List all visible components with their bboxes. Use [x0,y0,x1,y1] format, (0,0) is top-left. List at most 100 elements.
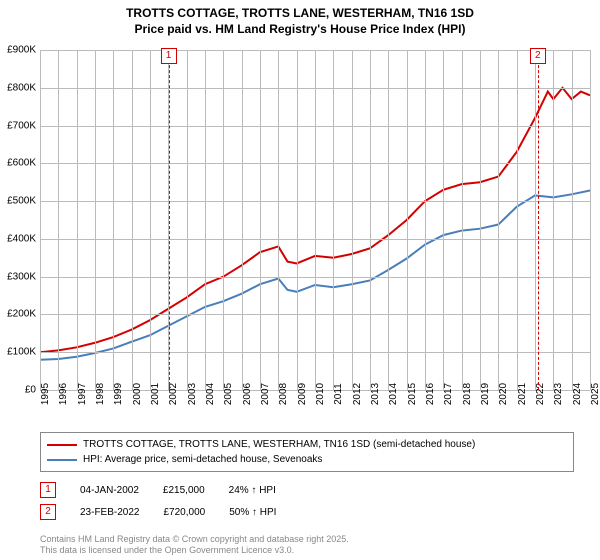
footer: Contains HM Land Registry data © Crown c… [40,534,349,556]
y-axis-label: £0 [25,385,36,396]
legend-label-1: TROTTS COTTAGE, TROTTS LANE, WESTERHAM, … [83,437,475,452]
x-axis-label: 2009 [297,383,308,405]
x-axis-label: 2018 [462,383,473,405]
legend-swatch-1 [47,444,77,446]
y-axis-label: £100K [7,347,36,358]
marker-date-1: 04-JAN-2002 [80,485,139,496]
gridline-v [278,50,279,390]
legend-row-1: TROTTS COTTAGE, TROTTS LANE, WESTERHAM, … [47,437,567,452]
gridline-v [352,50,353,390]
x-axis-label: 2015 [407,383,418,405]
gridline-v [113,50,114,390]
marker-info-row-1: 1 04-JAN-2002 £215,000 24% ↑ HPI [40,482,560,498]
title-line-2: Price paid vs. HM Land Registry's House … [0,22,600,38]
gridline-v [150,50,151,390]
marker-info: 1 04-JAN-2002 £215,000 24% ↑ HPI 2 23-FE… [40,476,560,520]
marker-delta-2: 50% ↑ HPI [229,507,276,518]
x-axis-label: 2007 [260,383,271,405]
gridline-v [425,50,426,390]
x-axis-label: 2013 [370,383,381,405]
gridline-v [95,50,96,390]
y-axis-label: £300K [7,271,36,282]
x-axis-label: 2003 [187,383,198,405]
y-axis-label: £600K [7,158,36,169]
x-axis-label: 1996 [58,383,69,405]
marker-price-2: £720,000 [163,507,205,518]
x-axis-label: 2004 [205,383,216,405]
footer-line-2: This data is licensed under the Open Gov… [40,545,349,556]
gridline-v [77,50,78,390]
chart-plot-area: £0£100K£200K£300K£400K£500K£600K£700K£80… [40,50,590,390]
gridline-v [315,50,316,390]
x-axis-label: 2010 [315,383,326,405]
gridline-v [462,50,463,390]
x-axis-label: 1999 [113,383,124,405]
marker-price-1: £215,000 [163,485,205,496]
x-axis-label: 2000 [132,383,143,405]
y-axis-label: £800K [7,82,36,93]
gridline-v [535,50,536,390]
footer-line-1: Contains HM Land Registry data © Crown c… [40,534,349,545]
gridline-v [443,50,444,390]
x-axis-label: 2006 [242,383,253,405]
x-axis-label: 2019 [480,383,491,405]
gridline-v [333,50,334,390]
x-axis-label: 2016 [425,383,436,405]
gridline-v [498,50,499,390]
gridline-v [553,50,554,390]
x-axis-label: 1998 [95,383,106,405]
x-axis-label: 2024 [572,383,583,405]
x-axis-label: 2021 [517,383,528,405]
marker-box-1: 1 [161,48,177,64]
gridline-v [205,50,206,390]
legend-label-2: HPI: Average price, semi-detached house,… [83,452,322,467]
marker-line-1 [169,50,170,390]
x-axis-label: 2022 [535,383,546,405]
x-axis-label: 2023 [553,383,564,405]
gridline-v [572,50,573,390]
y-axis-label: £200K [7,309,36,320]
y-axis-label: £400K [7,233,36,244]
gridline-v [132,50,133,390]
x-axis-label: 2014 [388,383,399,405]
x-axis-label: 2008 [278,383,289,405]
gridline-v [223,50,224,390]
x-axis-label: 1997 [77,383,88,405]
legend-swatch-2 [47,459,77,461]
x-axis-label: 1995 [40,383,51,405]
title-line-1: TROTTS COTTAGE, TROTTS LANE, WESTERHAM, … [0,6,600,22]
x-axis-label: 2001 [150,383,161,405]
marker-date-2: 23-FEB-2022 [80,507,139,518]
chart-title: TROTTS COTTAGE, TROTTS LANE, WESTERHAM, … [0,0,600,37]
x-axis-label: 2002 [168,383,179,405]
marker-line-2 [538,50,539,390]
x-axis-label: 2005 [223,383,234,405]
gridline-v [388,50,389,390]
legend: TROTTS COTTAGE, TROTTS LANE, WESTERHAM, … [40,432,574,472]
gridline-v [480,50,481,390]
x-axis-label: 2017 [443,383,454,405]
marker-badge-1: 1 [40,482,56,498]
gridline-v [187,50,188,390]
x-axis-label: 2011 [333,383,344,405]
x-axis-label: 2020 [498,383,509,405]
legend-row-2: HPI: Average price, semi-detached house,… [47,452,567,467]
marker-box-2: 2 [530,48,546,64]
x-axis-label: 2012 [352,383,363,405]
gridline-v [260,50,261,390]
gridline-v [407,50,408,390]
y-axis-label: £700K [7,120,36,131]
y-axis-label: £900K [7,45,36,56]
y-axis-label: £500K [7,196,36,207]
gridline-v [590,50,591,390]
gridline-v [242,50,243,390]
marker-delta-1: 24% ↑ HPI [229,485,276,496]
marker-info-row-2: 2 23-FEB-2022 £720,000 50% ↑ HPI [40,504,560,520]
marker-badge-2: 2 [40,504,56,520]
gridline-v [40,50,41,390]
gridline-v [58,50,59,390]
gridline-v [370,50,371,390]
x-axis-label: 2025 [590,383,600,405]
gridline-v [517,50,518,390]
gridline-v [297,50,298,390]
